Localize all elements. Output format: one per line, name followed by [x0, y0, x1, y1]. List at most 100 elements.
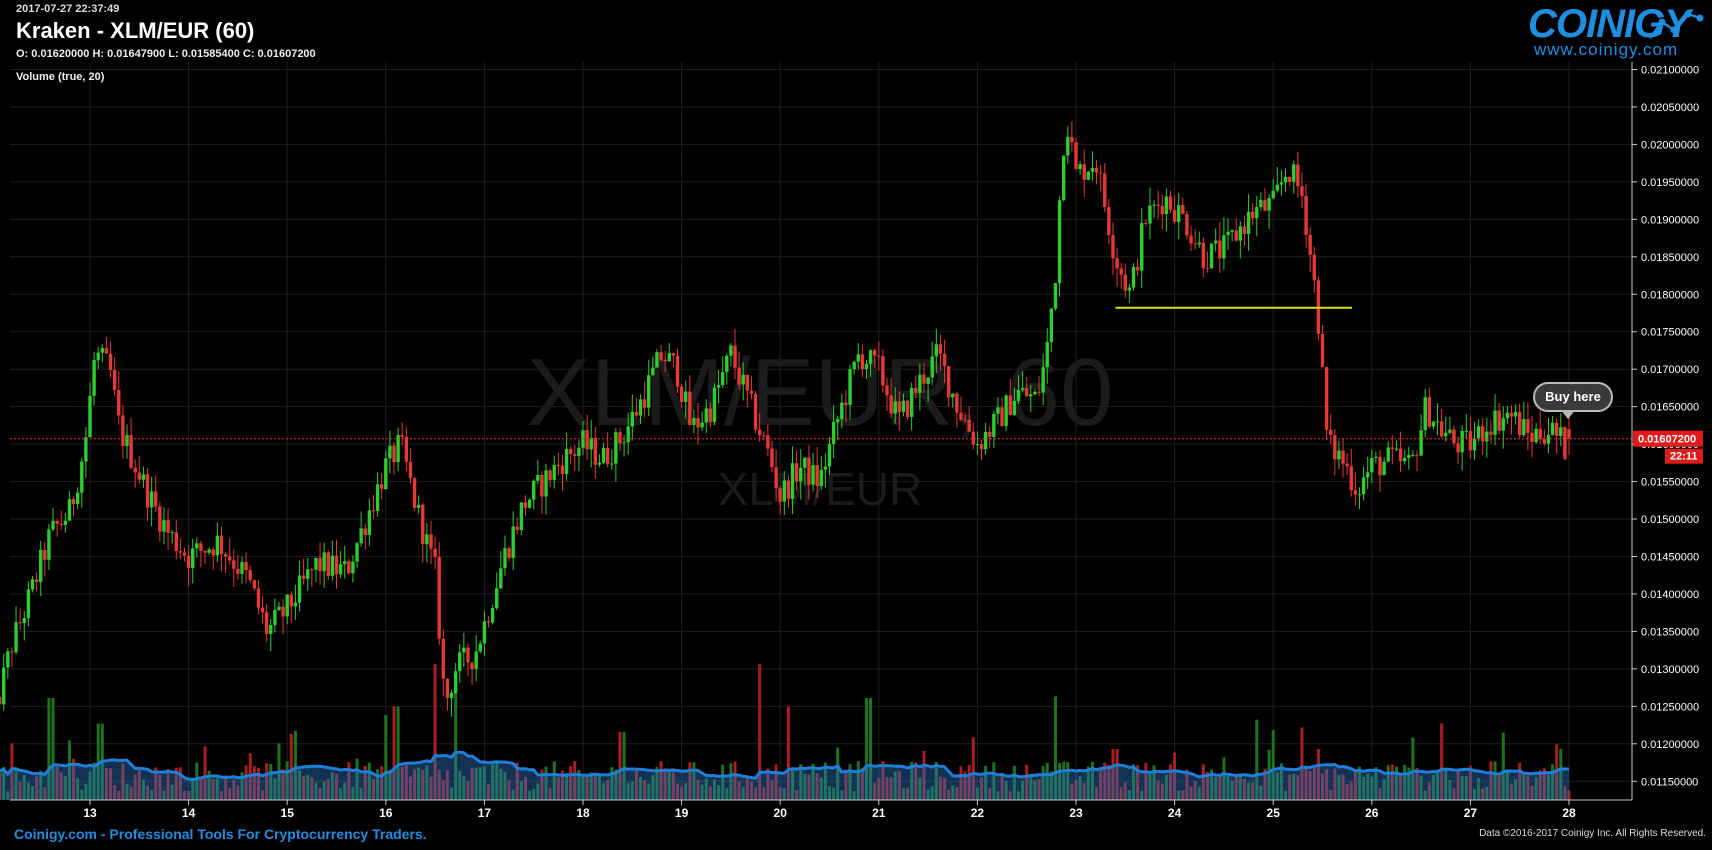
candle-body: [1057, 200, 1062, 284]
volume-bar: [335, 773, 338, 800]
volume-bar: [1279, 763, 1283, 800]
candle-body: [1501, 418, 1505, 431]
volume-bar: [1473, 789, 1477, 800]
candle-body: [827, 444, 832, 467]
volume-bar: [889, 777, 893, 800]
volume-bar: [1546, 774, 1550, 800]
candle-body: [264, 612, 269, 634]
volume-bar: [1189, 786, 1193, 800]
volume-bar: [1497, 773, 1501, 800]
buy-here-button[interactable]: Buy here: [1533, 382, 1613, 412]
candle-body: [137, 472, 141, 480]
volume-bar: [1127, 790, 1131, 800]
candle-body: [269, 624, 273, 634]
candle-body: [634, 411, 639, 416]
candle-body: [897, 401, 902, 412]
candle-body: [285, 594, 289, 617]
candle-body: [277, 606, 281, 611]
candle-body: [601, 447, 606, 463]
candle-body: [1390, 447, 1395, 450]
candle-body: [544, 470, 548, 497]
volume-bar: [1226, 775, 1230, 800]
volume-bar: [507, 780, 511, 800]
candle-body: [503, 548, 507, 569]
candle-body: [823, 466, 828, 470]
candle-body: [1444, 432, 1448, 437]
volume-bar: [80, 789, 84, 800]
volume-bar: [532, 788, 536, 800]
volume-bar: [692, 762, 696, 800]
candle-body: [803, 457, 807, 468]
footer-tagline[interactable]: Coinigy.com - Professional Tools For Cry…: [14, 826, 427, 842]
x-tick-label: 19: [675, 806, 689, 820]
volume-bar: [1251, 782, 1255, 800]
volume-bar: [150, 789, 154, 800]
candle-body: [914, 387, 918, 393]
volume-bar: [0, 772, 2, 800]
candle-body: [289, 594, 294, 607]
candle-body: [938, 344, 943, 354]
y-tick-label: 0.01900000: [1641, 214, 1699, 226]
volume-bar: [400, 767, 404, 800]
volume-bar: [503, 771, 507, 800]
volume-bar: [454, 681, 458, 800]
candle-body: [1394, 448, 1399, 450]
volume-bar: [1415, 767, 1419, 800]
volume-bar: [938, 776, 942, 800]
x-axis-labels: 13 14 15 16 17 18 19 20 21 22 23 24 25 26 27 28: [83, 800, 1576, 820]
volume-bar: [1107, 765, 1111, 800]
volume-bar: [1214, 777, 1218, 800]
volume-bar: [836, 747, 840, 800]
candle-body: [1074, 142, 1078, 169]
candle-body: [1234, 230, 1238, 241]
candle-body: [1275, 184, 1280, 191]
candle-body: [1263, 199, 1267, 211]
volume-bar: [1427, 782, 1431, 800]
volume-bar: [351, 786, 355, 800]
candle-body: [453, 671, 458, 693]
candle-body: [573, 454, 577, 456]
volume-bar: [1103, 762, 1107, 800]
volume-bar: [347, 762, 351, 800]
candle-body: [297, 575, 302, 603]
candle-body: [1033, 391, 1037, 395]
volume-bar: [585, 774, 589, 800]
candle-body: [716, 384, 721, 388]
volume-bar: [1284, 790, 1288, 800]
volume-bar: [700, 784, 704, 800]
candle-body: [1567, 429, 1571, 439]
volume-bar: [651, 775, 655, 800]
candle-body: [478, 643, 482, 652]
candle-body: [1218, 240, 1222, 259]
volume-bar: [343, 782, 347, 800]
volume-bar: [680, 786, 684, 800]
volume-bar: [187, 791, 191, 800]
candle-body: [753, 393, 758, 430]
candle-body: [195, 543, 199, 549]
candle-body: [614, 432, 618, 464]
volume-bar: [906, 787, 910, 800]
volume-bar: [252, 766, 256, 800]
candle-body: [1061, 155, 1066, 201]
volume-bar: [1308, 771, 1312, 800]
volume-bar: [55, 766, 59, 800]
volume-bar: [396, 706, 400, 800]
candle-body: [577, 447, 581, 456]
candle-body: [1267, 198, 1271, 211]
candle-body: [1197, 242, 1201, 245]
volume-bar: [696, 779, 700, 800]
candle-body: [1008, 395, 1012, 415]
candle-body: [992, 413, 996, 437]
candle-body: [363, 528, 367, 535]
volume-bar: [536, 783, 540, 800]
volume-indicator-label[interactable]: Volume (true, 20): [16, 71, 105, 83]
candle-body: [642, 399, 647, 408]
candle-body: [815, 465, 819, 486]
volume-bar: [306, 774, 310, 800]
candle-body: [671, 353, 676, 356]
volume-bar: [1526, 772, 1530, 800]
volume-bar: [47, 698, 51, 800]
candle-body: [112, 369, 117, 391]
candle-body: [1538, 428, 1542, 440]
